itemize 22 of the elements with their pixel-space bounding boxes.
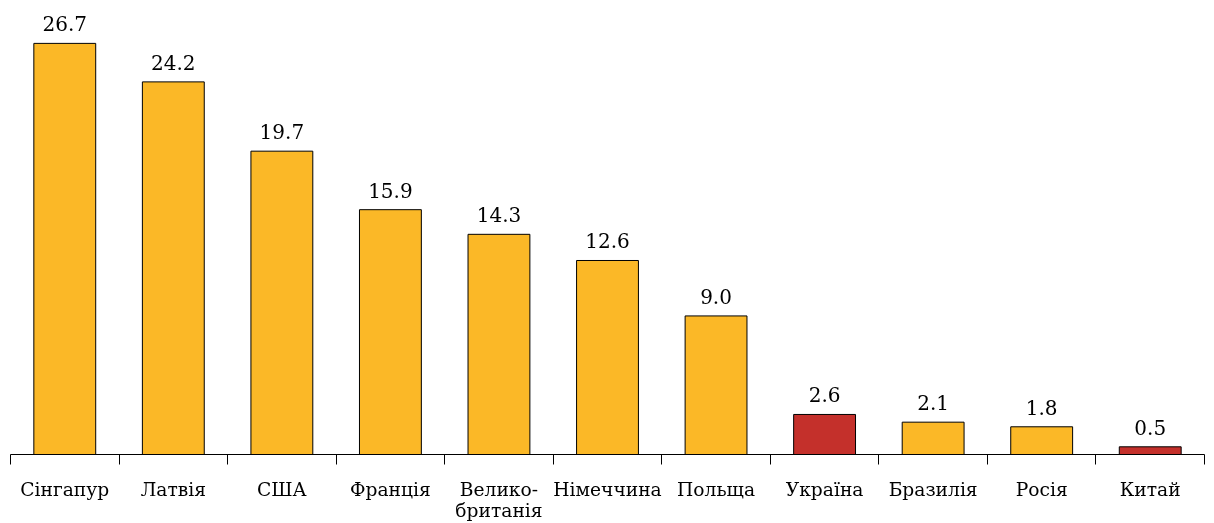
data-label: 9.0: [700, 284, 732, 309]
data-label: 2.1: [917, 391, 950, 416]
x-tick-label: Україна: [785, 478, 864, 500]
x-tick-label: Польща: [677, 478, 756, 500]
x-tick-label: Німеччина: [553, 478, 662, 500]
x-tick-label: Бразилія: [888, 478, 978, 500]
x-tick-label: Сінгапур: [20, 478, 110, 500]
x-tick-label: Латвія: [140, 478, 206, 500]
x-tick-label: Франція: [350, 478, 431, 500]
data-label: 26.7: [42, 12, 88, 37]
x-tick-label: Росія: [1015, 478, 1068, 500]
data-label: 19.7: [259, 120, 305, 145]
data-label: 15.9: [368, 178, 413, 203]
data-label: 24.2: [151, 50, 196, 75]
x-tick-label: США: [257, 478, 307, 500]
data-label: 1.8: [1025, 395, 1058, 420]
data-label: 12.6: [585, 229, 630, 254]
data-label: 2.6: [808, 383, 841, 408]
data-label: 0.5: [1134, 415, 1167, 440]
data-label: 14.3: [476, 203, 522, 228]
x-tick-label: Велико- британія: [455, 478, 543, 521]
x-tick-label: Китай: [1119, 478, 1181, 500]
